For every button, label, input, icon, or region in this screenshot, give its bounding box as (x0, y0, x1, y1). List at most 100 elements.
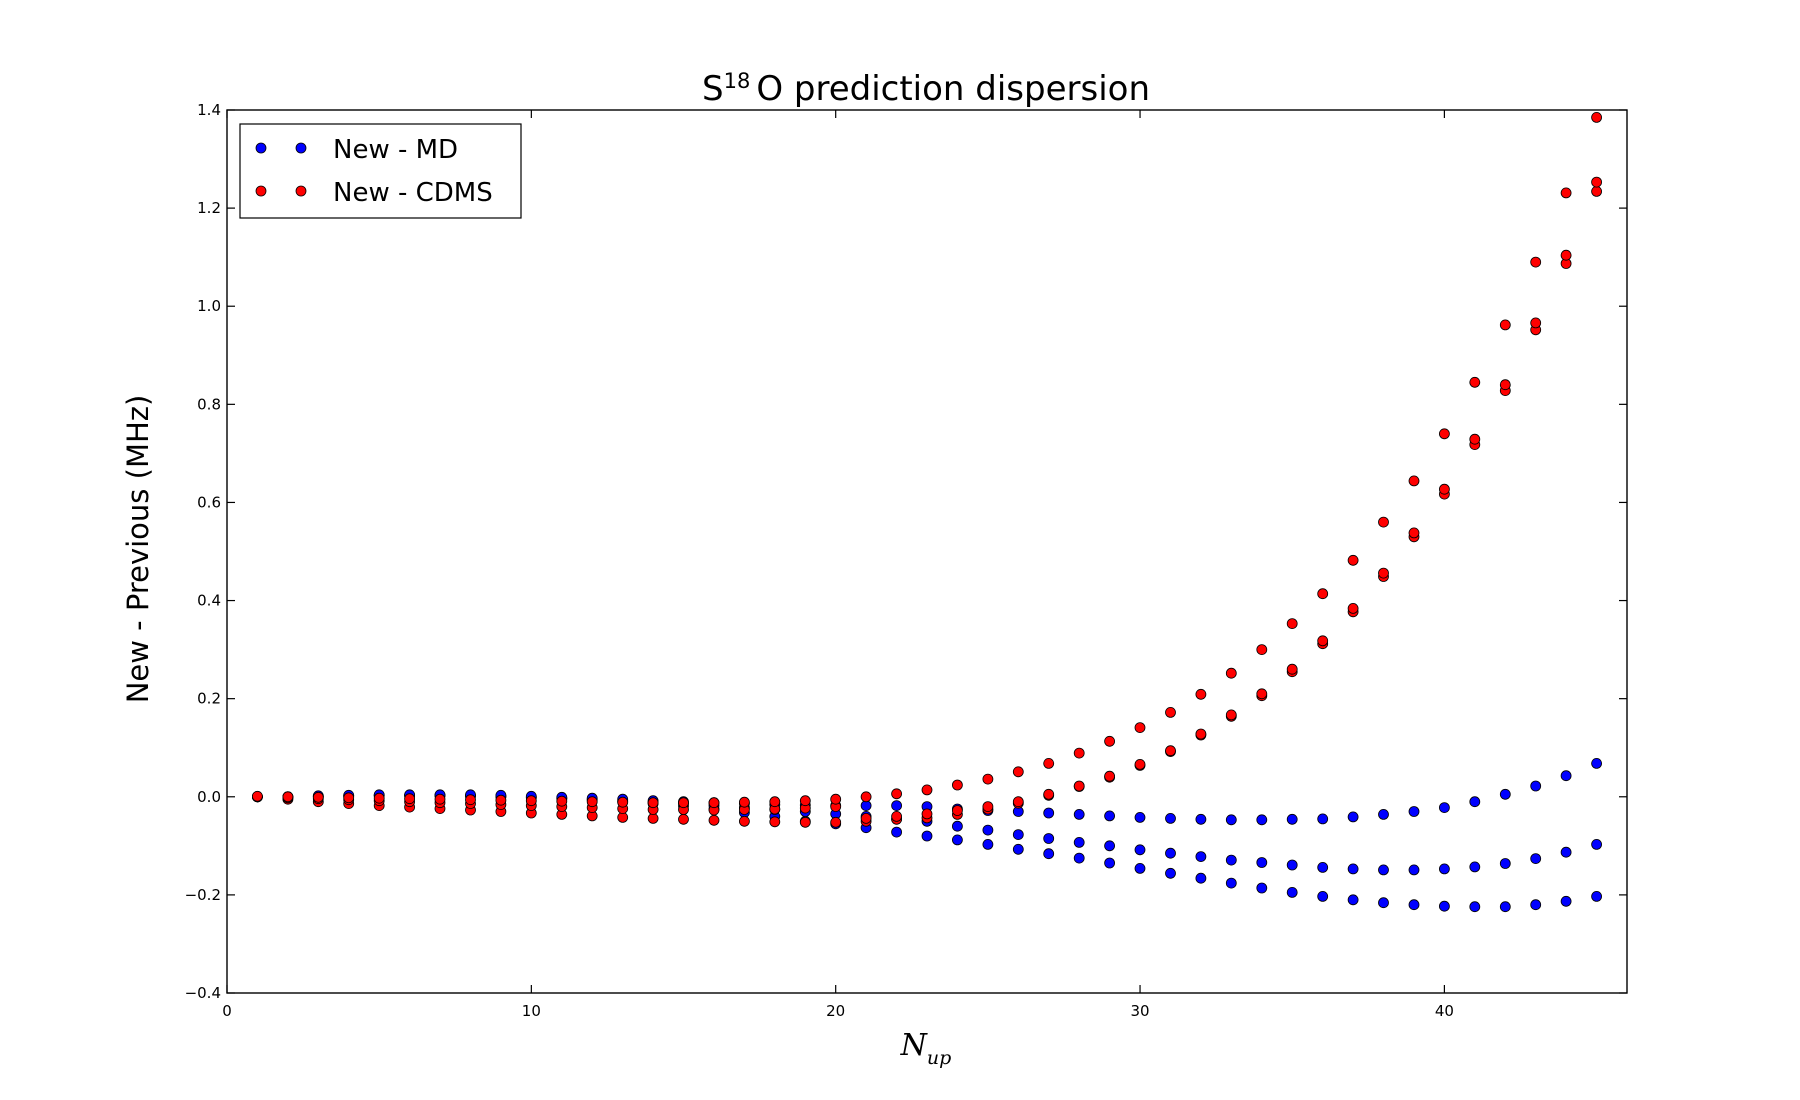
y-tick-label: −0.2 (185, 886, 221, 904)
data-point-md (1530, 899, 1542, 911)
data-point-cdms (799, 795, 811, 807)
data-point-md (1073, 852, 1085, 864)
data-point-cdms (860, 813, 872, 824)
legend-marker-cdms (255, 185, 267, 197)
data-point-md (1286, 859, 1298, 871)
data-point-cdms (982, 801, 994, 812)
data-point-cdms (1104, 770, 1115, 782)
data-point-md (982, 839, 994, 850)
data-point-cdms (1378, 567, 1389, 579)
data-point-cdms (495, 794, 507, 806)
data-point-cdms (1591, 176, 1602, 188)
y-tick-label: 1.2 (197, 199, 221, 217)
data-point-md (1286, 813, 1298, 825)
data-point-md (1439, 802, 1450, 813)
legend-marker-md (255, 142, 267, 154)
data-point-cdms (1469, 433, 1481, 445)
data-point-md (891, 800, 902, 811)
legend: New - MD New - CDMS (239, 123, 522, 219)
data-point-md (1043, 833, 1055, 844)
data-point-md (1591, 758, 1602, 769)
data-point-cdms (1073, 747, 1085, 759)
data-point-md (1195, 813, 1207, 825)
data-point-md (1347, 894, 1359, 906)
data-point-md (1104, 810, 1115, 822)
data-point-cdms (282, 791, 294, 803)
data-point-md (1560, 895, 1572, 907)
data-point-md (1317, 862, 1329, 873)
data-point-md (982, 824, 994, 836)
data-point-md (1073, 837, 1085, 848)
data-point-cdms (1408, 527, 1420, 539)
data-point-md (1225, 854, 1237, 866)
x-tick-label: 10 (522, 1002, 541, 1020)
data-point-cdms (708, 814, 720, 826)
data-point-cdms (1134, 722, 1146, 733)
data-point-cdms (769, 796, 781, 808)
data-point-md (1469, 861, 1481, 873)
data-point-md (1012, 829, 1024, 840)
data-point-md (1530, 853, 1542, 864)
data-point-cdms (1469, 376, 1481, 388)
y-tick-label: 0.0 (197, 788, 221, 806)
data-point-cdms (373, 792, 385, 804)
data-point-md (921, 830, 933, 842)
chart-title: S18 O prediction dispersion (702, 69, 1150, 109)
x-tick-label: 40 (1435, 1002, 1454, 1020)
data-point-md (891, 826, 902, 838)
data-point-md (1317, 813, 1329, 825)
data-point-md (1104, 857, 1115, 869)
data-point-md (1043, 807, 1055, 819)
data-point-cdms (708, 797, 720, 809)
data-point-md (1560, 846, 1572, 858)
data-point-cdms (1225, 667, 1237, 679)
data-point-md (952, 834, 963, 846)
data-point-cdms (830, 816, 842, 828)
data-point-md (1499, 858, 1511, 869)
data-point-md (1134, 863, 1146, 874)
data-point-md (1499, 901, 1511, 913)
data-point-cdms (891, 811, 902, 822)
data-point-md (1195, 872, 1207, 884)
data-point-cdms (1591, 112, 1602, 123)
data-point-cdms (1408, 475, 1420, 487)
legend-marker-cdms (295, 185, 307, 197)
data-point-md (1469, 901, 1481, 913)
data-point-cdms (1012, 766, 1024, 778)
data-point-cdms (952, 779, 963, 791)
y-tick-label: 1.0 (197, 297, 221, 315)
data-point-cdms (860, 791, 872, 803)
data-point-cdms (1499, 319, 1511, 331)
data-point-cdms (1195, 688, 1207, 700)
data-point-cdms (1195, 728, 1207, 740)
data-point-cdms (647, 797, 659, 809)
data-point-cdms (647, 813, 659, 824)
data-point-cdms (1439, 428, 1450, 440)
data-point-cdms (1439, 483, 1450, 495)
data-point-cdms (1073, 780, 1085, 792)
data-point-md (1560, 770, 1572, 782)
y-tick-label: 0.8 (197, 395, 221, 413)
data-point-md (1378, 809, 1389, 820)
data-point-md (1591, 891, 1602, 902)
x-axis-label: Nup (900, 1028, 952, 1069)
data-point-cdms (830, 793, 842, 805)
data-point-cdms (1012, 796, 1024, 808)
data-point-cdms (799, 816, 811, 828)
data-point-md (1073, 809, 1085, 820)
data-point-cdms (1043, 788, 1055, 800)
data-point-cdms (891, 788, 902, 800)
data-point-md (1225, 814, 1237, 826)
data-point-cdms (1317, 635, 1329, 647)
data-point-cdms (678, 813, 689, 825)
data-point-cdms (525, 795, 537, 807)
data-point-md (1591, 839, 1602, 850)
y-tick-label: 0.4 (197, 592, 221, 610)
data-point-md (1256, 857, 1268, 868)
data-point-md (1378, 897, 1389, 909)
data-point-md (1195, 851, 1207, 862)
data-point-cdms (1530, 317, 1542, 329)
data-point-cdms (1591, 185, 1602, 197)
data-point-cdms (739, 796, 750, 808)
